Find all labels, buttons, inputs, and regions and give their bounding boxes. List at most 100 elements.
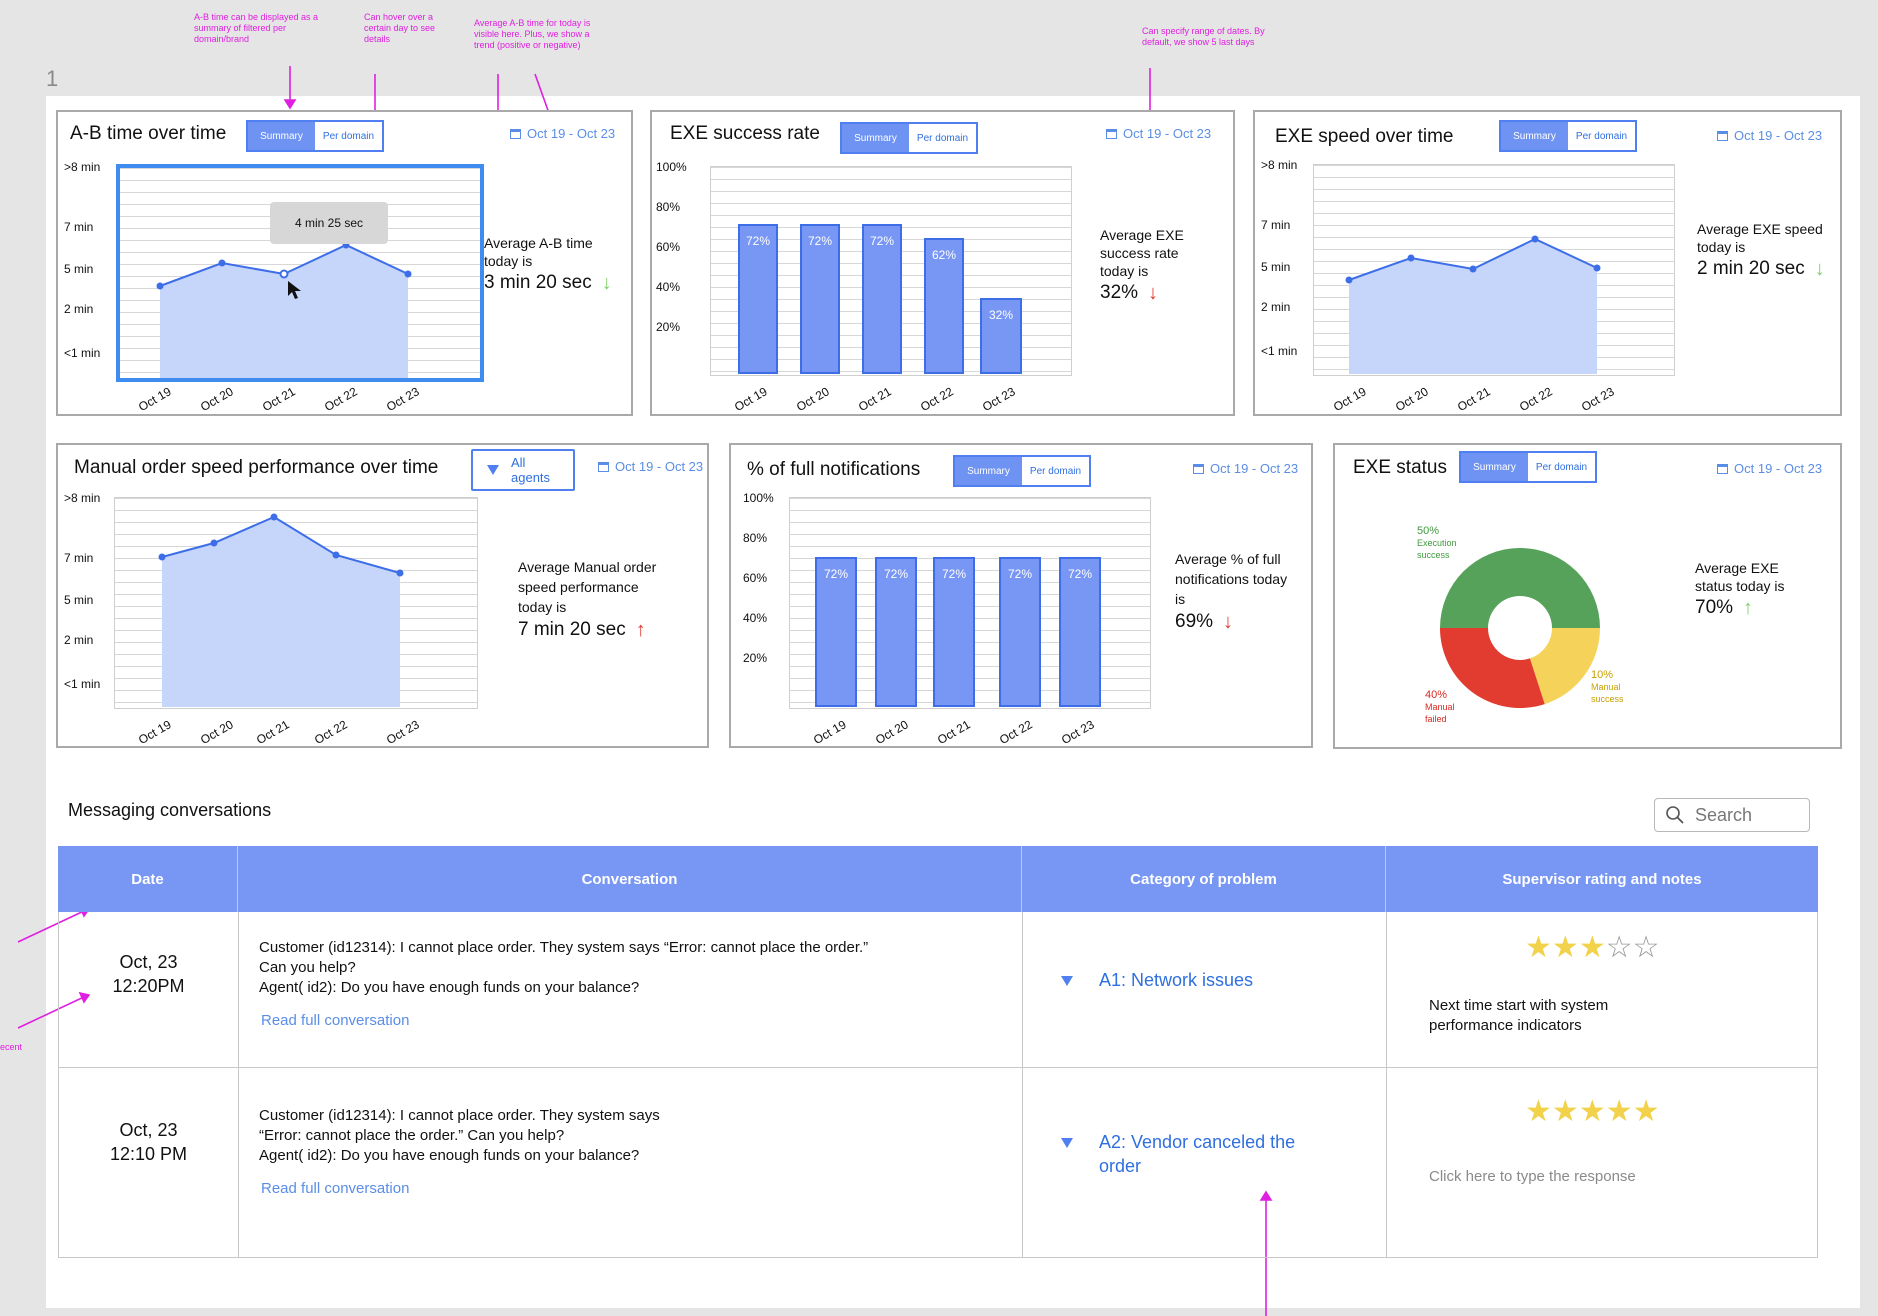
- x-tick: Oct 22: [1517, 384, 1555, 415]
- column-header-rating[interactable]: Supervisor rating and notes: [1502, 870, 1702, 888]
- x-tick: Oct 20: [873, 717, 911, 748]
- calendar-icon: [1717, 130, 1728, 141]
- summary-toggle-button[interactable]: Summary: [248, 122, 315, 150]
- full-notifications-date-range[interactable]: Oct 19 - Oct 23: [1193, 461, 1298, 476]
- bar[interactable]: 72%: [738, 224, 778, 374]
- y-tick: 20%: [743, 651, 768, 665]
- full-notifications-card: % of full notifications Summary Per doma…: [729, 443, 1313, 748]
- bar[interactable]: 62%: [924, 238, 964, 374]
- column-header-conversation[interactable]: Conversation: [238, 846, 1022, 912]
- calendar-icon: [598, 461, 609, 472]
- read-full-conversation-link[interactable]: Read full conversation: [261, 1012, 410, 1029]
- data-point[interactable]: [332, 551, 340, 559]
- supervisor-notes[interactable]: Next time start with system performance …: [1429, 997, 1609, 1034]
- summary-toggle-button[interactable]: Summary: [955, 457, 1022, 485]
- slice-manual-success[interactable]: [1529, 628, 1600, 705]
- summary-toggle-button[interactable]: Summary: [842, 124, 909, 152]
- column-header-date[interactable]: Date: [58, 846, 238, 912]
- exe-success-title: EXE success rate: [670, 123, 820, 144]
- star-rating[interactable]: ★★★☆☆: [1525, 930, 1660, 965]
- data-point[interactable]: [270, 513, 278, 521]
- rating-cell: ★★★☆☆ Next time start with system perfor…: [1387, 912, 1818, 1068]
- agents-dropdown[interactable]: All agents: [471, 449, 575, 491]
- per-domain-toggle-button[interactable]: Per domain: [315, 122, 382, 150]
- y-tick: 60%: [656, 240, 681, 254]
- exe-status-title: EXE status: [1353, 457, 1447, 478]
- data-point[interactable]: [1469, 265, 1477, 273]
- search-input[interactable]: Search: [1654, 798, 1810, 832]
- summary-toggle-button[interactable]: Summary: [1501, 122, 1568, 150]
- summary-toggle-button[interactable]: Summary: [1461, 453, 1528, 481]
- hover-tooltip: 4 min 25 sec: [270, 202, 388, 244]
- manual-speed-title: Manual order speed performance over time: [74, 457, 439, 478]
- data-point[interactable]: [218, 259, 226, 267]
- data-point[interactable]: [396, 569, 404, 577]
- exe-status-date-range[interactable]: Oct 19 - Oct 23: [1717, 461, 1822, 476]
- exe-speed-date-range[interactable]: Oct 19 - Oct 23: [1717, 128, 1822, 143]
- y-tick: <1 min: [64, 346, 101, 360]
- category-dropdown[interactable]: A1: Network issues: [1061, 968, 1361, 992]
- average-label: Average A-B time today is: [484, 235, 593, 269]
- legend-manual-failed: 40% Manual failed: [1425, 689, 1455, 724]
- table-row: Oct, 23 12:20PM: [58, 912, 239, 1068]
- x-tick: Oct 22: [918, 384, 956, 415]
- star-filled-icon: ★: [1525, 1095, 1552, 1128]
- manual-speed-date-range[interactable]: Oct 19 - Oct 23: [598, 459, 703, 474]
- exe-speed-card: EXE speed over time Summary Per domain O…: [1253, 110, 1842, 416]
- star-filled-icon: ★: [1605, 1095, 1633, 1128]
- bar[interactable]: 72%: [933, 557, 975, 707]
- x-tick: Oct 23: [384, 384, 422, 415]
- y-tick: 60%: [743, 571, 768, 585]
- dropdown-label: All agents: [511, 455, 551, 485]
- exe-success-date-range[interactable]: Oct 19 - Oct 23: [1106, 126, 1211, 141]
- bar[interactable]: 72%: [1059, 557, 1101, 707]
- data-point[interactable]: [1593, 264, 1601, 272]
- per-domain-toggle-button[interactable]: Per domain: [1568, 122, 1635, 150]
- bar[interactable]: 72%: [875, 557, 917, 707]
- y-tick: <1 min: [1261, 344, 1298, 358]
- per-domain-toggle-button[interactable]: Per domain: [909, 124, 976, 152]
- star-rating[interactable]: ★★★★★: [1525, 1094, 1660, 1129]
- conversation-cell: Customer (id12314): I cannot place order…: [239, 1068, 1023, 1258]
- exe-status-donut-chart: [1440, 548, 1600, 709]
- data-point[interactable]: [404, 270, 412, 278]
- star-filled-icon: ★: [1551, 1095, 1579, 1128]
- ab-time-average: Average A-B time today is 3 min 20 sec ↓: [484, 234, 619, 296]
- data-point-hovered[interactable]: [279, 269, 289, 279]
- full-notifications-toggle: Summary Per domain: [953, 455, 1091, 487]
- data-point[interactable]: [1407, 254, 1415, 262]
- bar[interactable]: 72%: [815, 557, 857, 707]
- y-tick: 7 min: [1261, 218, 1291, 232]
- conversation-cell: Customer (id12314): I cannot place order…: [239, 912, 1023, 1068]
- cursor-icon: [288, 281, 301, 299]
- data-point[interactable]: [156, 282, 164, 290]
- bar[interactable]: 72%: [999, 557, 1041, 707]
- ab-time-date-range[interactable]: Oct 19 - Oct 23: [510, 126, 615, 141]
- per-domain-toggle-button[interactable]: Per domain: [1022, 457, 1089, 485]
- read-full-conversation-link[interactable]: Read full conversation: [261, 1180, 410, 1197]
- x-tick: Oct 21: [260, 384, 298, 415]
- column-header-category[interactable]: Category of problem: [1022, 846, 1386, 912]
- x-tick: Oct 21: [254, 717, 292, 748]
- average-value: 7 min 20 sec: [518, 619, 626, 640]
- data-point[interactable]: [158, 553, 166, 561]
- bar[interactable]: 72%: [862, 224, 902, 374]
- trend-down-icon: ↓: [1148, 282, 1159, 304]
- x-tick: Oct 20: [794, 384, 832, 415]
- exe-success-average: Average EXE success rate today is 32% ↓: [1100, 226, 1210, 306]
- category-dropdown[interactable]: A2: Vendor canceled the order: [1061, 1130, 1361, 1178]
- y-tick: 2 min: [64, 633, 94, 647]
- data-point[interactable]: [1345, 276, 1353, 284]
- response-input[interactable]: Click here to type the response: [1429, 1168, 1636, 1185]
- slice-execution-success[interactable]: [1440, 548, 1600, 628]
- data-point[interactable]: [1531, 235, 1539, 243]
- per-domain-toggle-button[interactable]: Per domain: [1528, 453, 1595, 481]
- slice-manual-failed[interactable]: [1440, 628, 1545, 709]
- chevron-down-icon: [1061, 1138, 1073, 1148]
- x-tick: Oct 21: [935, 717, 973, 748]
- data-point[interactable]: [210, 539, 218, 547]
- ab-time-title: A-B time over time: [70, 123, 227, 144]
- annotation-average: Average A-B time for today is visible he…: [474, 18, 591, 50]
- bar[interactable]: 72%: [800, 224, 840, 374]
- bar[interactable]: 32%: [980, 298, 1022, 374]
